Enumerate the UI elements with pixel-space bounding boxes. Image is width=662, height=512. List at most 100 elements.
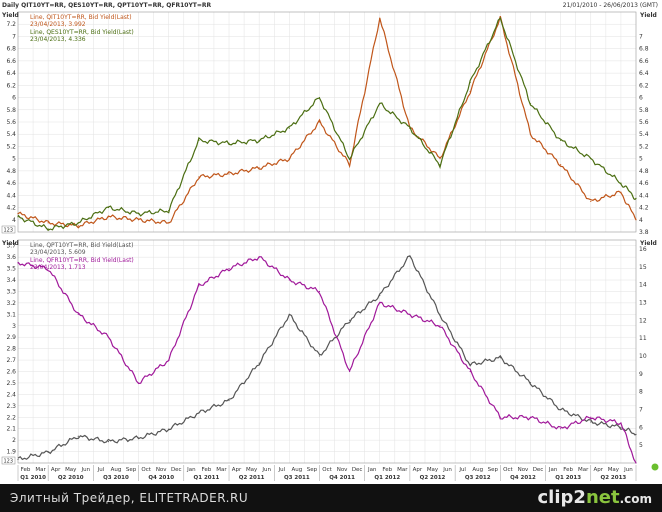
series-point <box>560 139 562 141</box>
axes <box>1 11 659 481</box>
y-tick-label-right: 4 <box>639 217 643 224</box>
y-tick-label-left: 6.6 <box>6 58 16 65</box>
x-tick-month: Dec <box>533 467 544 473</box>
y-tick-label-left: 4.4 <box>6 192 16 199</box>
series-point <box>107 440 110 443</box>
series-line <box>17 15 637 229</box>
series-point <box>620 182 622 184</box>
y-tick-label-left: 3 <box>12 323 16 330</box>
y-tick-label-right: 4.6 <box>639 180 649 187</box>
x-tick-month: May <box>246 467 258 473</box>
x-tick-month: Jul <box>458 467 466 473</box>
series-point <box>228 173 230 175</box>
series-point <box>590 158 592 160</box>
brand-tail: .com <box>619 492 652 506</box>
x-tick-month: Mar <box>397 467 408 473</box>
y-tick-label-left: 5.8 <box>6 107 16 114</box>
y-axis-title-right: Yield <box>639 240 657 247</box>
scale-box <box>1 225 16 234</box>
legend-series-name: Line, QIT10YT=RR, Bid Yield(Last) <box>30 14 132 21</box>
series-point <box>318 355 321 357</box>
chart-title: Daily QIT10YT=RR, QES10YT=RR, QPT10YT=RR… <box>2 2 212 9</box>
series-point <box>379 294 381 296</box>
series-point <box>17 262 19 264</box>
x-tick-month: Sep <box>488 467 499 473</box>
y-tick-label-left: 6 <box>12 95 16 102</box>
y-axis-title-left: Yield <box>1 240 19 247</box>
source-label: Элитный Трейдер, ELITETRADER.RU <box>10 491 249 505</box>
series-point <box>77 222 79 224</box>
x-tick-month: Jan <box>367 467 377 473</box>
y-tick-label-left: 2.4 <box>6 391 16 398</box>
y-tick-label-right: 6 <box>639 424 643 431</box>
y-tick-label-left: 6.2 <box>6 82 16 89</box>
series-point <box>499 17 501 19</box>
y-axis-title-right: Yield <box>639 12 657 19</box>
y-tick-label-right: 3.8 <box>639 229 649 236</box>
brand-main: clip2 <box>537 487 586 508</box>
series-point <box>409 255 411 257</box>
y-tick-label-left: 4.6 <box>6 180 16 187</box>
series-point <box>137 382 140 384</box>
series-point <box>349 370 351 373</box>
x-tick-month: Nov <box>518 467 529 473</box>
scale-box <box>1 456 16 465</box>
legend-series-name: Line, QPT10YT=RR, Bid Yield(Last) <box>30 242 133 249</box>
y-tick-label-left: 2.9 <box>6 334 16 341</box>
y-tick-label-left: 4.8 <box>6 168 16 175</box>
series-point <box>198 176 200 178</box>
x-tick-quarter: Q2 2010 <box>58 475 84 481</box>
series-point <box>47 228 49 230</box>
series-point <box>529 133 532 135</box>
series-point <box>469 364 471 366</box>
y-tick-label-left: 2.8 <box>6 346 16 353</box>
x-tick-month: May <box>65 467 77 473</box>
x-tick-quarter: Q3 2011 <box>284 475 310 481</box>
series-point <box>529 416 532 418</box>
y-tick-label-left: 5.4 <box>6 131 16 138</box>
series-point <box>469 370 471 373</box>
x-tick-month: Jul <box>97 467 105 473</box>
series-point <box>318 96 321 99</box>
y-tick-label-left: 3.1 <box>6 311 16 318</box>
series-point <box>469 81 471 83</box>
series-point <box>590 200 592 203</box>
chart-canvas: 4 4.2 4.4 4.6 4.8 5 5.2 5.4 5.6 5.8 6 6.2 6.4 6.6 6.8 7… <box>1 11 659 481</box>
y-tick-label-right: 4.2 <box>639 205 649 212</box>
scale-label: 123 <box>4 228 14 234</box>
y-tick-label-left: 2.7 <box>6 357 16 364</box>
y-tick-label-left: 2.5 <box>6 380 16 387</box>
y-tick-label-right: 6.2 <box>639 82 649 89</box>
series-line <box>17 16 637 231</box>
series-point <box>409 313 411 315</box>
series-point <box>168 210 170 212</box>
x-tick-quarter: Q3 2012 <box>465 475 491 481</box>
x-tick-month: Oct <box>322 467 332 473</box>
footer-bar: Элитный Трейдер, ELITETRADER.RU clip2net… <box>0 484 662 512</box>
series-line <box>17 256 637 464</box>
x-tick-month: Oct <box>503 467 513 473</box>
x-tick-month: Feb <box>382 467 392 473</box>
y-tick-label-right: 5 <box>639 442 643 449</box>
x-tick-month: Jun <box>81 467 91 473</box>
legend-series-name: Line, QFR10YT=RR, Bid Yield(Last) <box>30 257 134 264</box>
x-tick-month: Nov <box>156 467 167 473</box>
y-tick-label-left: 1.9 <box>6 449 16 456</box>
series-point <box>620 191 622 193</box>
y-tick-label-left: 6.8 <box>6 46 16 53</box>
brand-logo: clip2net.com <box>538 487 652 508</box>
series-point <box>409 127 411 129</box>
y-tick-label-left: 5.6 <box>6 119 16 126</box>
series-point <box>198 412 200 414</box>
x-tick-month: Sep <box>307 467 318 473</box>
x-tick-month: May <box>608 467 620 473</box>
y-tick-label-right: 12 <box>639 317 647 324</box>
scale-label: 123 <box>4 459 14 465</box>
series-point <box>349 164 351 166</box>
x-tick-month: Jun <box>623 467 633 473</box>
series-point <box>560 164 562 166</box>
series-point <box>635 197 637 199</box>
y-tick-label-right: 4.8 <box>639 168 649 175</box>
y-tick-label-right: 5.4 <box>639 131 649 138</box>
x-tick-month: Jun <box>442 467 452 473</box>
